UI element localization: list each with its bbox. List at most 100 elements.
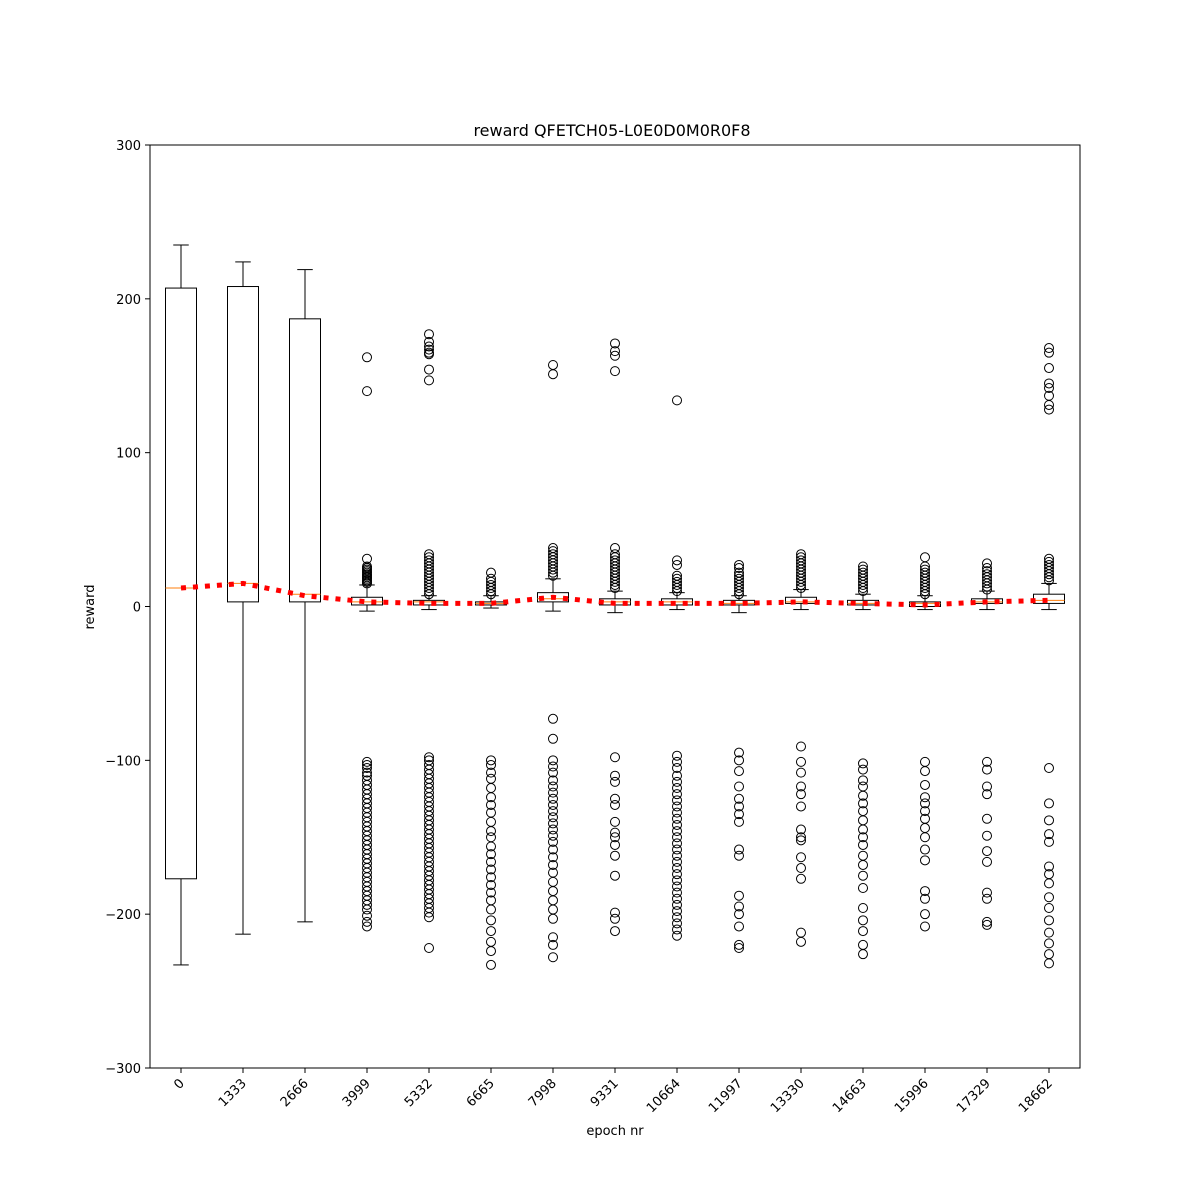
outlier-point — [610, 576, 620, 587]
outlier-point — [858, 824, 868, 835]
outlier-point — [982, 581, 992, 592]
outlier-point — [672, 819, 682, 830]
outlier-point — [424, 586, 434, 597]
y-tick-label: 300 — [116, 139, 141, 154]
outlier-point — [858, 579, 868, 590]
outlier-point — [424, 341, 434, 352]
outlier-point — [920, 909, 930, 920]
outlier-point — [1044, 763, 1054, 774]
outlier-point — [672, 795, 682, 806]
outlier-point — [796, 835, 806, 846]
outlier-point — [920, 583, 930, 594]
outlier-point — [548, 812, 558, 823]
outlier-point — [796, 852, 806, 863]
outlier-point — [548, 799, 558, 810]
outlier-point — [672, 801, 682, 812]
outlier-point — [796, 576, 806, 587]
outlier-point — [486, 926, 496, 937]
outlier-point — [796, 863, 806, 874]
outlier-point — [1044, 892, 1054, 903]
outlier-point — [610, 850, 620, 861]
outlier-point — [362, 899, 372, 910]
outlier-point — [672, 850, 682, 861]
chart-title: reward QFETCH05-L0E0D0M0R0F8 — [473, 121, 750, 140]
outlier-point — [672, 750, 682, 761]
outlier-point — [982, 781, 992, 792]
outlier-point — [424, 349, 434, 360]
outlier-point — [548, 836, 558, 847]
outlier-point — [734, 816, 744, 827]
outlier-point — [486, 799, 496, 810]
outlier-point — [424, 583, 434, 594]
outlier-point — [362, 916, 372, 927]
outlier-point — [672, 924, 682, 935]
mean-line-layer — [180, 580, 1050, 608]
outlier-point — [610, 913, 620, 924]
outlier-point — [362, 921, 372, 932]
box-group — [847, 561, 879, 960]
outlier-point — [548, 859, 558, 870]
outlier-point — [486, 759, 496, 770]
outlier-point — [424, 752, 434, 763]
outlier-point — [424, 912, 434, 923]
outlier-point — [672, 844, 682, 855]
outlier-point — [858, 764, 868, 775]
outlier-point — [982, 856, 992, 867]
outlier-point — [796, 936, 806, 947]
outlier-point — [858, 926, 868, 937]
y-tick-label: 0 — [133, 601, 141, 616]
outlier-point — [920, 886, 930, 897]
outlier-point — [548, 939, 558, 950]
outlier-point — [920, 893, 930, 904]
outlier-point — [548, 852, 558, 863]
outlier-point — [858, 775, 868, 786]
outlier-point — [486, 879, 496, 890]
box-group — [165, 244, 197, 966]
outlier-point — [486, 755, 496, 766]
outlier-point — [920, 589, 930, 600]
outlier-point — [672, 583, 682, 594]
outlier-point — [548, 793, 558, 804]
outlier-point — [610, 827, 620, 838]
outlier-point — [858, 903, 868, 914]
outlier-point — [486, 915, 496, 926]
outlier-point — [672, 832, 682, 843]
outlier-point — [734, 589, 744, 600]
outlier-point — [424, 589, 434, 600]
outlier-point — [982, 893, 992, 904]
outlier-point — [796, 789, 806, 800]
outlier-point — [486, 887, 496, 898]
outlier-point — [486, 904, 496, 915]
outlier-point — [1044, 915, 1054, 926]
outlier-point — [548, 564, 558, 575]
outlier-point — [424, 336, 434, 347]
outlier-point — [362, 578, 372, 589]
outlier-point — [796, 741, 806, 752]
outlier-point — [858, 758, 868, 769]
outlier-point — [672, 776, 682, 787]
outlier-point — [1044, 569, 1054, 580]
outlier-point — [548, 787, 558, 798]
outlier-point — [734, 781, 744, 792]
outlier-point — [610, 346, 620, 357]
outlier-point — [920, 806, 930, 817]
outlier-point — [920, 586, 930, 597]
outlier-point — [858, 583, 868, 594]
outlier-point — [362, 352, 372, 363]
outlier-point — [734, 583, 744, 594]
outlier-point — [1044, 815, 1054, 826]
outlier-point — [362, 763, 372, 774]
outlier-point — [982, 789, 992, 800]
outlier-point — [362, 759, 372, 770]
outlier-point — [796, 579, 806, 590]
outlier-point — [796, 767, 806, 778]
outlier-point — [610, 752, 620, 763]
outlier-point — [982, 830, 992, 841]
mean-line — [180, 580, 1050, 608]
outlier-point — [796, 781, 806, 792]
outlier-point — [858, 870, 868, 881]
outlier-point — [362, 904, 372, 915]
y-tick-label: 200 — [116, 293, 141, 308]
box-iqr — [165, 287, 197, 880]
box-group — [599, 338, 631, 937]
